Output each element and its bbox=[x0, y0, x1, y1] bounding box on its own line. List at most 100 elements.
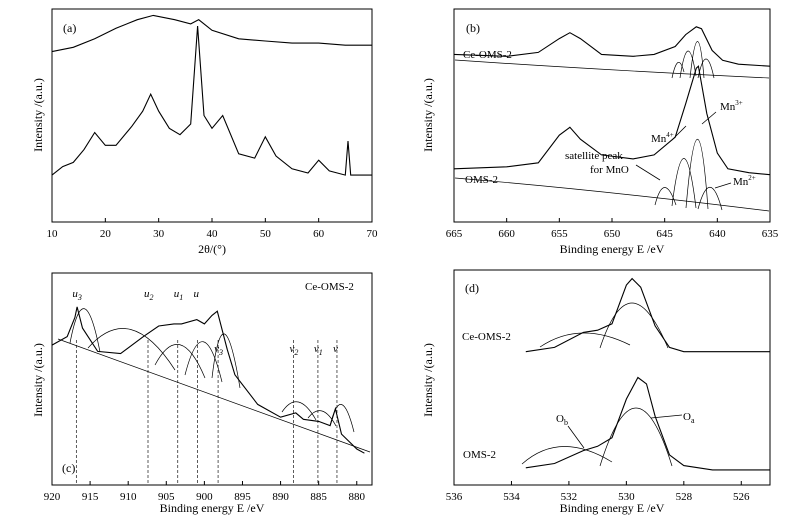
d-arrow-ob bbox=[567, 425, 585, 449]
panel-c-label: (c) bbox=[62, 461, 75, 475]
b-label-ce-oms-2: Ce-OMS-2 bbox=[463, 49, 512, 61]
panel-d-xtick-label: 534 bbox=[503, 491, 520, 503]
panel-b-series-ce-oms-2 bbox=[453, 26, 771, 67]
d-label-oms-2: OMS-2 bbox=[463, 449, 496, 461]
panel-b-xtick-label: 645 bbox=[656, 228, 673, 240]
panel-b: (b) Intensity /(a.u.) Binding energy E /… bbox=[421, 8, 779, 256]
b-ce-comp-3 bbox=[689, 41, 705, 79]
b-label-mn3: Mn3+ bbox=[720, 99, 743, 113]
panel-b-xlabel: Binding energy E /eV bbox=[560, 242, 665, 256]
d-arrow-oa bbox=[650, 414, 683, 419]
panel-d-xtick-label: 530 bbox=[618, 491, 635, 503]
panel-b-xtick-label: 655 bbox=[551, 228, 568, 240]
panel-b-frame bbox=[453, 8, 771, 223]
panel-d-xtick-label: 532 bbox=[561, 491, 578, 503]
b-ce-comp-1 bbox=[671, 62, 685, 79]
panel-a-xtick-label: 50 bbox=[260, 228, 272, 240]
panel-b-xtick-label: 660 bbox=[498, 228, 515, 240]
panel-a-frame bbox=[51, 8, 373, 223]
b-arrow-mn4 bbox=[671, 125, 687, 141]
panel-a-xlabel: 2θ/(°) bbox=[198, 242, 226, 256]
panel-d-ylabel: Intensity /(a.u.) bbox=[421, 343, 435, 417]
c-comp-u3 bbox=[69, 308, 101, 353]
panel-b-fit-components bbox=[454, 41, 770, 212]
panel-a-xtick-label: 20 bbox=[100, 228, 112, 240]
c-peak-label-v2: v2 bbox=[290, 343, 299, 357]
panel-c-xtick-label: 900 bbox=[196, 491, 213, 503]
panel-d-frame bbox=[453, 269, 771, 486]
b-ce-baseline bbox=[454, 59, 770, 79]
b-oms-comp-3 bbox=[685, 138, 709, 210]
c-comp-u2 bbox=[87, 328, 176, 371]
panel-b-ylabel: Intensity /(a.u.) bbox=[421, 78, 435, 152]
d-label-ce-oms-2: Ce-OMS-2 bbox=[462, 331, 511, 343]
c-label-ce-oms-2: Ce-OMS-2 bbox=[305, 281, 354, 293]
panel-c-xtick-label: 910 bbox=[120, 491, 137, 503]
c-comp-u bbox=[184, 341, 223, 383]
panel-a-xtick-label: 30 bbox=[153, 228, 165, 240]
panel-c-xtick-label: 880 bbox=[349, 491, 366, 503]
panel-b-xtick-label: 640 bbox=[709, 228, 726, 240]
panel-d-xtick-label: 536 bbox=[446, 491, 463, 503]
panel-a-xtick-label: 60 bbox=[313, 228, 325, 240]
panel-c: (c) Ce-OMS-2 Intensity /(a.u.) Binding e… bbox=[31, 272, 373, 515]
panel-c-xtick-label: 895 bbox=[234, 491, 251, 503]
c-peak-label-v: v bbox=[333, 343, 338, 355]
b-arrow-satellite bbox=[635, 164, 661, 181]
c-peak-label-v1: v1 bbox=[314, 343, 323, 357]
c-peak-label-u1: u1 bbox=[174, 288, 184, 302]
panel-a-xtick-label: 10 bbox=[47, 228, 59, 240]
panel-c-fit-components bbox=[57, 308, 371, 453]
c-peak-label-u2: u2 bbox=[144, 288, 154, 302]
panel-c-series-ce-oms-2 bbox=[51, 306, 365, 454]
b-arrow-mn3 bbox=[701, 111, 717, 125]
d-label-oa: Oa bbox=[683, 411, 695, 425]
b-label-satellite-line1: satellite peak bbox=[565, 150, 623, 162]
panel-c-frame bbox=[51, 272, 373, 486]
panel-a-label: (a) bbox=[63, 21, 76, 35]
panel-a-ylabel: Intensity /(a.u.) bbox=[31, 78, 45, 152]
d-ce-comp-b bbox=[539, 332, 631, 348]
panel-b-label: (b) bbox=[466, 21, 480, 35]
b-label-oms-2: OMS-2 bbox=[465, 174, 498, 186]
panel-c-xtick-label: 905 bbox=[158, 491, 175, 503]
b-label-mn2: Mn2+ bbox=[733, 174, 756, 188]
panel-c-xlabel: Binding energy E /eV bbox=[160, 501, 265, 515]
d-ce-comp-a bbox=[599, 302, 669, 349]
d-oms-comp-b bbox=[521, 446, 613, 465]
c-comp-v2 bbox=[281, 401, 317, 421]
c-peak-label-u: u bbox=[194, 288, 200, 300]
panel-c-xtick-label: 890 bbox=[272, 491, 289, 503]
panel-a: (a) Intensity /(a.u.) 2θ/(°) 10 20 30 40 50 6… bbox=[31, 8, 379, 256]
panel-b-xtick-label: 665 bbox=[446, 228, 463, 240]
b-ce-comp-2 bbox=[679, 50, 697, 79]
panel-d-xlabel: Binding energy E /eV bbox=[560, 501, 665, 515]
panel-d-series-ce-oms-2 bbox=[525, 277, 770, 353]
panel-d: (d) Intensity /(a.u.) Binding energy E /… bbox=[421, 269, 771, 515]
b-arrow-mn2 bbox=[714, 182, 732, 189]
panel-d-label: (d) bbox=[465, 281, 479, 295]
panel-d-xtick-label: 528 bbox=[676, 491, 693, 503]
c-peak-label-u3: u3 bbox=[72, 288, 82, 302]
panel-c-ylabel: Intensity /(a.u.) bbox=[31, 343, 45, 417]
c-comp-v3 bbox=[211, 333, 241, 389]
panel-b-xtick-label: 650 bbox=[604, 228, 621, 240]
panel-a-xtick-label: 70 bbox=[367, 228, 379, 240]
c-comp-u1 bbox=[154, 344, 206, 379]
c-comp-v bbox=[329, 404, 355, 433]
c-baseline bbox=[57, 338, 371, 453]
panel-b-xtick-label: 635 bbox=[762, 228, 779, 240]
d-label-ob: Ob bbox=[556, 413, 568, 427]
b-oms-comp-2 bbox=[671, 158, 697, 209]
b-oms-comp-1 bbox=[654, 187, 677, 206]
b-oms-comp-4 bbox=[697, 187, 723, 211]
panel-d-series-oms-2 bbox=[525, 376, 770, 471]
b-label-satellite-line2: for MnO bbox=[590, 164, 629, 176]
panel-d-xtick-label: 526 bbox=[733, 491, 750, 503]
panel-c-xtick-label: 885 bbox=[310, 491, 327, 503]
panel-a-series-1 bbox=[51, 25, 372, 176]
panel-d-fit-components bbox=[521, 302, 673, 467]
panel-c-xtick-label: 920 bbox=[44, 491, 61, 503]
d-oms-comp-a bbox=[599, 407, 673, 467]
panel-a-series-0 bbox=[51, 14, 372, 53]
